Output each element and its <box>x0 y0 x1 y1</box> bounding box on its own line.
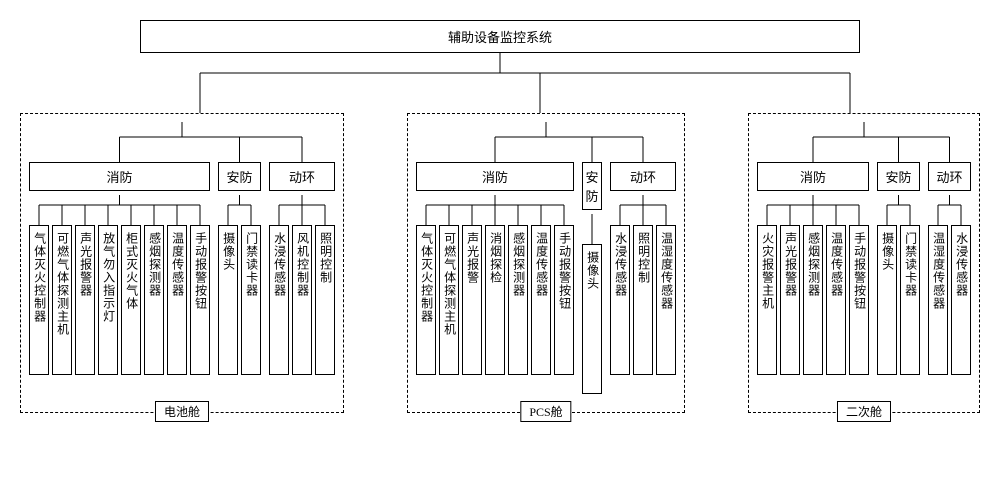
device-node: 温度传感器 <box>826 225 846 375</box>
device-node: 感烟探测器 <box>803 225 823 375</box>
category: 消防气体灭火控制器可燃气体探测主机声光报警器放气勿入指示灯柜式灭火气体感烟探测器… <box>29 162 210 375</box>
device-node: 摄像头 <box>877 225 897 375</box>
category: 消防火灾报警主机声光报警器感烟探测器温度传感器手动报警按钮 <box>757 162 869 375</box>
device-node: 温湿度传感器 <box>656 225 676 375</box>
category: 安防摄像头门禁读卡器 <box>218 162 261 375</box>
device-node: 可燃气体探测主机 <box>52 225 72 375</box>
category: 安防摄像头 <box>582 162 602 394</box>
devices-row: 火灾报警主机声光报警器感烟探测器温度传感器手动报警按钮 <box>757 225 869 375</box>
category-box: 动环 <box>269 162 335 191</box>
category-box: 消防 <box>416 162 574 191</box>
category-box: 动环 <box>928 162 971 191</box>
cabin-label: 二次舱 <box>837 401 891 422</box>
devices-row: 摄像头 <box>582 244 602 394</box>
category: 消防气体灭火控制器可燃气体探测主机声光报警消烟探检感烟探测器温度传感器手动报警按… <box>416 162 574 394</box>
category-connectors <box>29 195 210 225</box>
category: 动环水浸传感器照明控制温湿度传感器 <box>610 162 676 394</box>
devices-row: 气体灭火控制器可燃气体探测主机声光报警消烟探检感烟探测器温度传感器手动报警按钮 <box>416 225 574 375</box>
categories-row: 消防火灾报警主机声光报警器感烟探测器温度传感器手动报警按钮安防摄像头门禁读卡器动… <box>757 162 971 375</box>
device-node: 门禁读卡器 <box>241 225 261 375</box>
cabin: 消防火灾报警主机声光报警器感烟探测器温度传感器手动报警按钮安防摄像头门禁读卡器动… <box>748 113 980 413</box>
root-connectors <box>20 53 980 113</box>
cabin: 消防气体灭火控制器可燃气体探测主机声光报警器放气勿入指示灯柜式灭火气体感烟探测器… <box>20 113 344 413</box>
category-box: 安防 <box>582 162 602 210</box>
device-node: 水浸传感器 <box>269 225 289 375</box>
device-node: 气体灭火控制器 <box>29 225 49 375</box>
category: 动环温湿度传感器水浸传感器 <box>928 162 971 375</box>
category-connectors <box>877 195 920 225</box>
cabin-connectors <box>29 122 335 162</box>
categories-row: 消防气体灭火控制器可燃气体探测主机声光报警消烟探检感烟探测器温度传感器手动报警按… <box>416 162 676 394</box>
category: 安防摄像头门禁读卡器 <box>877 162 920 375</box>
device-node: 声光报警器 <box>75 225 95 375</box>
category-box: 消防 <box>757 162 869 191</box>
devices-row: 摄像头门禁读卡器 <box>218 225 261 375</box>
root-node: 辅助设备监控系统 <box>140 20 860 53</box>
device-node: 可燃气体探测主机 <box>439 225 459 375</box>
category-connectors <box>610 195 676 225</box>
device-node: 温度传感器 <box>167 225 187 375</box>
monitoring-system-tree: 辅助设备监控系统 消防气体灭火控制器可燃气体探测主机声光报警器放气勿入指示灯柜式… <box>20 20 980 413</box>
device-node: 声光报警器 <box>780 225 800 375</box>
cabin-connectors <box>416 122 676 162</box>
devices-row: 温湿度传感器水浸传感器 <box>928 225 971 375</box>
device-node: 手动报警按钮 <box>190 225 210 375</box>
category-connectors <box>928 195 971 225</box>
device-node: 摄像头 <box>582 244 602 394</box>
category-connectors <box>218 195 261 225</box>
category-connectors <box>757 195 869 225</box>
device-node: 感烟探测器 <box>144 225 164 375</box>
root-title: 辅助设备监控系统 <box>448 30 552 45</box>
category-box: 消防 <box>29 162 210 191</box>
devices-row: 水浸传感器照明控制温湿度传感器 <box>610 225 676 375</box>
device-node: 水浸传感器 <box>951 225 971 375</box>
device-node: 声光报警 <box>462 225 482 375</box>
category-connectors <box>269 195 335 225</box>
category-box: 安防 <box>877 162 920 191</box>
device-node: 温度传感器 <box>531 225 551 375</box>
device-node: 手动报警按钮 <box>849 225 869 375</box>
cabin-label: PCS舱 <box>520 401 571 422</box>
devices-row: 水浸传感器风机控制器照明控制 <box>269 225 335 375</box>
devices-row: 摄像头门禁读卡器 <box>877 225 920 375</box>
device-node: 摄像头 <box>218 225 238 375</box>
device-node: 感烟探测器 <box>508 225 528 375</box>
cabins-row: 消防气体灭火控制器可燃气体探测主机声光报警器放气勿入指示灯柜式灭火气体感烟探测器… <box>20 113 980 413</box>
cabin-label: 电池舱 <box>155 401 209 422</box>
device-node: 手动报警按钮 <box>554 225 574 375</box>
cabin-connectors <box>757 122 971 162</box>
device-node: 温湿度传感器 <box>928 225 948 375</box>
device-node: 消烟探检 <box>485 225 505 375</box>
device-node: 水浸传感器 <box>610 225 630 375</box>
device-node: 风机控制器 <box>292 225 312 375</box>
device-node: 照明控制 <box>315 225 335 375</box>
device-node: 门禁读卡器 <box>900 225 920 375</box>
device-node: 火灾报警主机 <box>757 225 777 375</box>
device-node: 照明控制 <box>633 225 653 375</box>
category-box: 动环 <box>610 162 676 191</box>
category-box: 安防 <box>218 162 261 191</box>
categories-row: 消防气体灭火控制器可燃气体探测主机声光报警器放气勿入指示灯柜式灭火气体感烟探测器… <box>29 162 335 375</box>
device-node: 放气勿入指示灯 <box>98 225 118 375</box>
category: 动环水浸传感器风机控制器照明控制 <box>269 162 335 375</box>
category-connectors <box>416 195 574 225</box>
category-connectors <box>582 214 602 244</box>
cabin: 消防气体灭火控制器可燃气体探测主机声光报警消烟探检感烟探测器温度传感器手动报警按… <box>407 113 685 413</box>
device-node: 柜式灭火气体 <box>121 225 141 375</box>
device-node: 气体灭火控制器 <box>416 225 436 375</box>
devices-row: 气体灭火控制器可燃气体探测主机声光报警器放气勿入指示灯柜式灭火气体感烟探测器温度… <box>29 225 210 375</box>
